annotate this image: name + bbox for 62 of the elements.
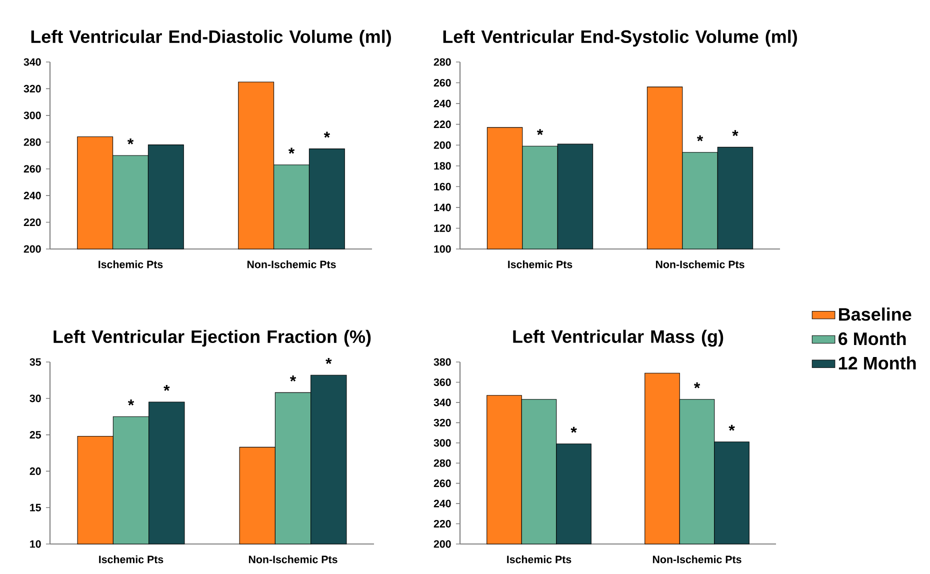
y-tick-label: 25 [30, 431, 41, 439]
y-tick-label: 140 [434, 204, 451, 212]
data-label: * [326, 358, 332, 364]
y-tick-label: 300 [434, 439, 451, 447]
legend-label: 6 Month [838, 332, 906, 346]
y-tick-label: 100 [434, 245, 451, 253]
data-label: * [696, 135, 704, 142]
y-tick-label: 20 [30, 467, 41, 475]
y-tick-label: 300 [24, 112, 41, 120]
y-tick-label: 15 [30, 504, 41, 512]
data-label: * [694, 382, 700, 388]
data-label: * [128, 400, 134, 406]
data-label: * [324, 132, 330, 138]
y-tick-label: 360 [434, 378, 451, 386]
y-tick-label: 260 [24, 165, 41, 173]
x-tick-label: Non-Ischemic Pts [247, 260, 336, 268]
y-tick-label: 10 [30, 540, 41, 548]
y-tick-label: 260 [434, 78, 451, 87]
y-tick-label: 240 [434, 100, 451, 108]
y-tick-label: 380 [434, 358, 451, 366]
y-tick-label: 340 [434, 398, 451, 406]
y-tick-label: 35 [30, 358, 41, 366]
y-tick-label: 200 [434, 141, 451, 149]
y-tick-label: 240 [24, 192, 41, 200]
data-label: * [570, 426, 577, 433]
chart-title: Left Ventricular End-Systolic Volume (ml) [443, 30, 797, 47]
y-tick-label: 240 [434, 500, 451, 508]
y-tick-label: 200 [434, 540, 451, 548]
y-tick-label: 280 [434, 58, 451, 66]
data-label: * [164, 384, 170, 391]
data-label: * [290, 376, 296, 382]
y-tick-label: 220 [434, 120, 451, 128]
x-tick-label: Ischemic Pts [508, 260, 572, 268]
legend-label: Baseline [839, 308, 912, 321]
y-tick-label: 280 [24, 138, 41, 146]
y-tick-label: 160 [434, 182, 451, 190]
y-tick-label: 200 [24, 245, 41, 253]
y-tick-label: 220 [434, 520, 451, 528]
y-tick-label: 340 [24, 58, 41, 66]
x-tick-label: Non-Ischemic Pts [652, 555, 742, 564]
x-tick-label: Ischemic Pts [507, 555, 572, 564]
y-tick-label: 120 [434, 224, 451, 232]
y-tick-label: 320 [434, 418, 451, 426]
x-tick-label: Non-Ischemic Pts [656, 260, 744, 268]
chart-title: Left Ventricular End-Diastolic Volume (ml) [31, 30, 391, 47]
data-label: * [536, 129, 544, 136]
y-tick-label: 220 [24, 218, 41, 226]
data-label: * [728, 424, 735, 431]
y-tick-label: 30 [30, 394, 41, 402]
legend-label: 12 Month [838, 356, 916, 370]
data-label: * [732, 130, 738, 136]
data-label: * [127, 138, 134, 144]
data-label: * [288, 148, 295, 154]
x-tick-label: Ischemic Pts [99, 555, 164, 564]
x-tick-label: Ischemic Pts [98, 260, 163, 268]
chart-title: Left Ventricular Ejection Fraction (%) [54, 330, 371, 347]
y-tick-label: 260 [434, 480, 451, 488]
y-tick-label: 320 [24, 84, 41, 92]
y-tick-label: 180 [434, 162, 451, 170]
x-tick-label: Non-Ischemic Pts [248, 555, 338, 564]
y-tick-label: 280 [434, 459, 451, 467]
chart-title: Left Ventricular Mass (g) [513, 330, 724, 347]
